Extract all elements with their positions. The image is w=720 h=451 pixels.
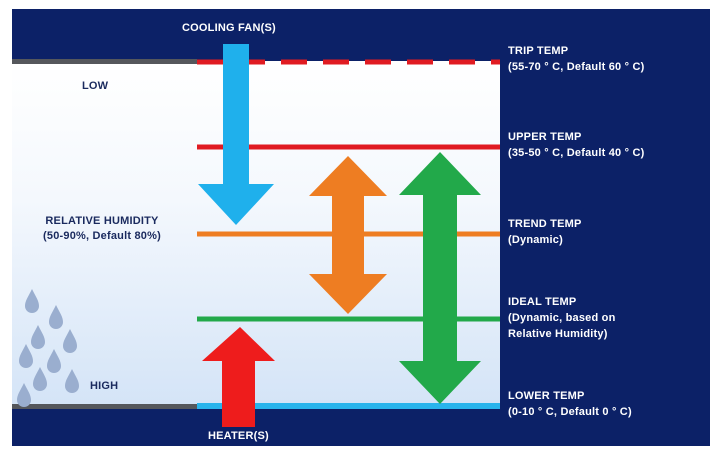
lower-temp-label: LOWER TEMP: [508, 390, 585, 402]
heater-arrow-up-icon: [202, 327, 275, 427]
trend-temp-detail: (Dynamic): [508, 234, 563, 246]
ideal-temp-detail: (Dynamic, based on: [508, 312, 616, 324]
trip-temp-label: TRIP TEMP: [508, 45, 569, 57]
diagram-graphics: [12, 44, 500, 427]
cooling-fans-label: COOLING FAN(S): [182, 22, 276, 34]
ideal-temp-detail-2: Relative Humidity): [508, 328, 608, 340]
panel-top-edge: [12, 59, 197, 64]
humidity-low-label: LOW: [82, 80, 109, 92]
relative-humidity-title: RELATIVE HUMIDITY: [45, 215, 159, 227]
trend-temp-label: TREND TEMP: [508, 218, 582, 230]
lower-temp-detail: (0-10 ° C, Default 0 ° C): [508, 406, 632, 418]
relative-humidity-range: (50-90%, Default 80%): [43, 230, 161, 242]
upper-temp-detail: (35-50 ° C, Default 40 ° C): [508, 147, 645, 159]
ideal-temp-label: IDEAL TEMP: [508, 296, 577, 308]
heaters-label: HEATER(S): [208, 430, 269, 442]
ideal-double-arrow-icon: [399, 152, 481, 404]
rain-drops-icon: [17, 289, 79, 407]
upper-temp-label: UPPER TEMP: [508, 131, 582, 143]
trip-temp-detail: (55-70 ° C, Default 60 ° C): [508, 61, 645, 73]
humidity-high-label: HIGH: [90, 380, 119, 392]
trend-double-arrow-icon: [309, 156, 387, 314]
panel-bottom-edge: [12, 404, 197, 409]
cooling-arrow-down-icon: [198, 44, 274, 225]
diagram-frame: COOLING FAN(S) HEATER(S) LOW RELATIVE HU…: [12, 9, 710, 446]
